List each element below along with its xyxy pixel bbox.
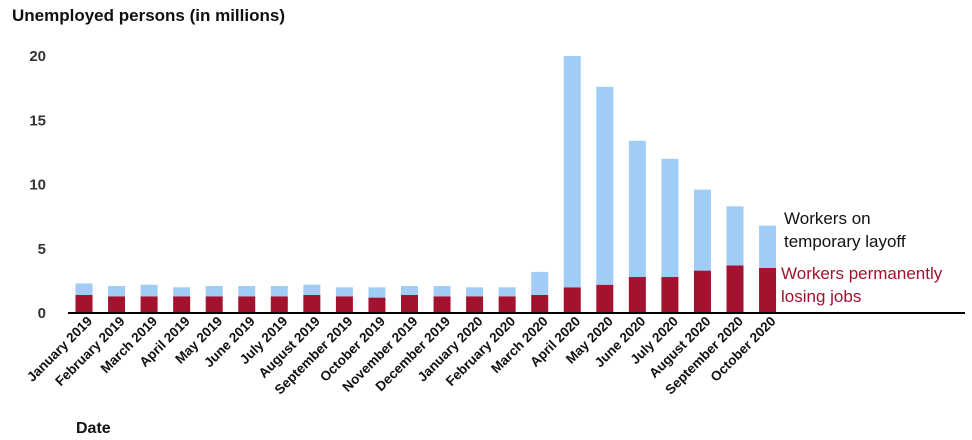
bar-permanent-job-losers <box>173 296 191 313</box>
bar-temporary-layoff <box>75 283 93 295</box>
y-axis-ticks: 0 5 10 15 20 <box>29 48 46 322</box>
y-tick-label: 5 <box>38 241 46 258</box>
bar-permanent-job-losers <box>401 295 418 313</box>
bar-permanent-job-losers <box>498 296 516 313</box>
bar-permanent-job-losers <box>303 295 321 313</box>
bar-temporary-layoff <box>205 286 223 297</box>
bar-permanent-job-losers <box>596 284 614 313</box>
bar-permanent-job-losers <box>205 296 223 313</box>
bar-permanent-job-losers <box>270 296 288 313</box>
bar-temporary-layoff <box>628 140 646 278</box>
bar-temporary-layoff <box>693 189 711 271</box>
legend-temporary-layoff: Workers on temporary layoff <box>784 209 906 251</box>
bar-permanent-job-losers <box>759 268 777 313</box>
bar-temporary-layoff <box>173 287 191 297</box>
bar-permanent-job-losers <box>238 296 256 313</box>
bar-temporary-layoff <box>401 286 418 296</box>
bars-group <box>75 56 777 313</box>
bar-temporary-layoff <box>759 225 777 269</box>
y-tick-label: 10 <box>29 177 46 194</box>
bar-temporary-layoff <box>661 158 679 278</box>
bar-temporary-layoff <box>433 286 451 297</box>
bar-permanent-job-losers <box>335 296 353 313</box>
x-axis-title: Date <box>76 420 111 437</box>
bar-temporary-layoff <box>238 286 256 297</box>
y-tick-label: 0 <box>38 305 46 322</box>
bar-temporary-layoff <box>466 287 484 297</box>
bar-temporary-layoff <box>140 284 158 297</box>
y-tick-label: 15 <box>29 112 46 129</box>
bar-temporary-layoff <box>531 271 549 296</box>
y-tick-label: 20 <box>29 48 46 65</box>
bar-permanent-job-losers <box>693 270 711 313</box>
bar-permanent-job-losers <box>433 296 451 313</box>
bar-temporary-layoff <box>596 86 614 285</box>
bar-permanent-job-losers <box>661 277 679 313</box>
bar-permanent-job-losers <box>75 295 93 313</box>
legend: Workers on temporary layoff Workers perman… <box>781 209 943 306</box>
bar-temporary-layoff <box>368 287 386 298</box>
bar-permanent-job-losers <box>563 287 581 313</box>
bar-temporary-layoff <box>335 287 353 297</box>
bar-permanent-job-losers <box>726 265 744 313</box>
bar-permanent-job-losers <box>140 296 158 313</box>
bar-permanent-job-losers <box>531 295 549 313</box>
bar-permanent-job-losers <box>628 277 646 313</box>
legend-permanent-job-losers: Workers permanently losing jobs <box>781 264 943 306</box>
bar-permanent-job-losers <box>368 297 386 313</box>
bar-temporary-layoff <box>563 56 581 288</box>
bar-temporary-layoff <box>498 287 516 297</box>
bar-temporary-layoff <box>270 286 288 297</box>
bar-temporary-layoff <box>108 286 126 297</box>
y-axis-title: Unemployed persons (in millions) <box>12 6 285 25</box>
bar-permanent-job-losers <box>466 296 484 313</box>
bar-permanent-job-losers <box>108 296 126 313</box>
bar-temporary-layoff <box>726 206 744 266</box>
bar-temporary-layoff <box>303 284 321 296</box>
